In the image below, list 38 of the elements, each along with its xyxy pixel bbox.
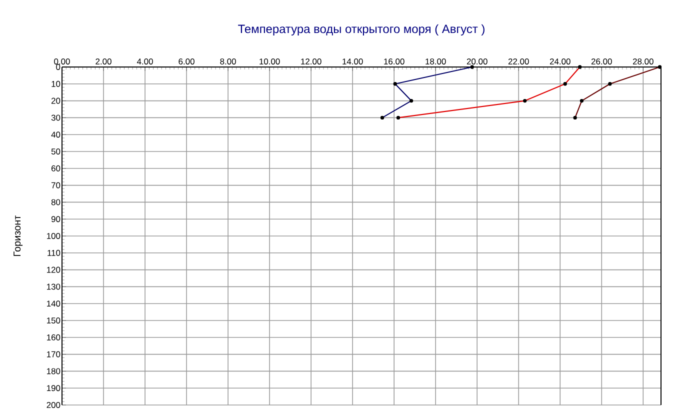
x-tick-label: 0.00: [54, 58, 70, 64]
x-tick-label: 22.00: [508, 58, 529, 64]
y-tick-label: 40: [51, 132, 60, 138]
y-tick-label: 70: [52, 182, 60, 188]
y-tick-label: 30: [51, 114, 60, 121]
x-tick-label: 12.00: [301, 58, 322, 64]
y-tick-label: 0: [56, 64, 60, 70]
chart-title: Температура воды открытого моря ( Август ): [238, 24, 484, 36]
x-tick-label: 6.00: [178, 58, 194, 64]
y-tick-label: 80: [51, 199, 60, 206]
x-tick-label: 10.00: [260, 58, 280, 64]
x-tick-label: 4.00: [136, 58, 153, 64]
y-tick-label: 120: [46, 266, 60, 273]
y-tick-label: 90: [51, 216, 60, 222]
y-axis-title: Горизонт: [14, 215, 23, 256]
x-tick-label: 16.00: [384, 58, 404, 64]
y-tick-label: 180: [46, 368, 60, 374]
x-tick-label: 2.00: [96, 58, 112, 64]
y-tick-label: 150: [46, 318, 60, 324]
y-tick-label: 110: [48, 250, 60, 256]
y-tick-label: 20: [51, 98, 60, 104]
y-tick-label: 60: [52, 165, 60, 172]
y-tick-label: 50: [51, 148, 60, 154]
y-tick-label: 160: [46, 334, 60, 340]
y-tick-label: 140: [46, 300, 60, 307]
x-tick-label: 24.00: [550, 58, 570, 64]
y-tick-label: 130: [46, 284, 60, 290]
x-tick-label: 20.00: [466, 58, 488, 64]
y-tick-label: 200: [46, 402, 60, 408]
x-tick-label: 18.00: [426, 58, 446, 64]
x-tick-label: 14.00: [342, 58, 363, 64]
x-tick-label: 8.00: [220, 58, 236, 64]
x-tick-label: 28.00: [632, 58, 654, 64]
y-tick-label: 190: [46, 385, 60, 392]
y-tick-label: 170: [46, 351, 60, 358]
x-tick-label: 26.00: [591, 58, 612, 64]
y-tick-label: 100: [46, 233, 60, 239]
y-tick-label: 10: [52, 80, 60, 87]
